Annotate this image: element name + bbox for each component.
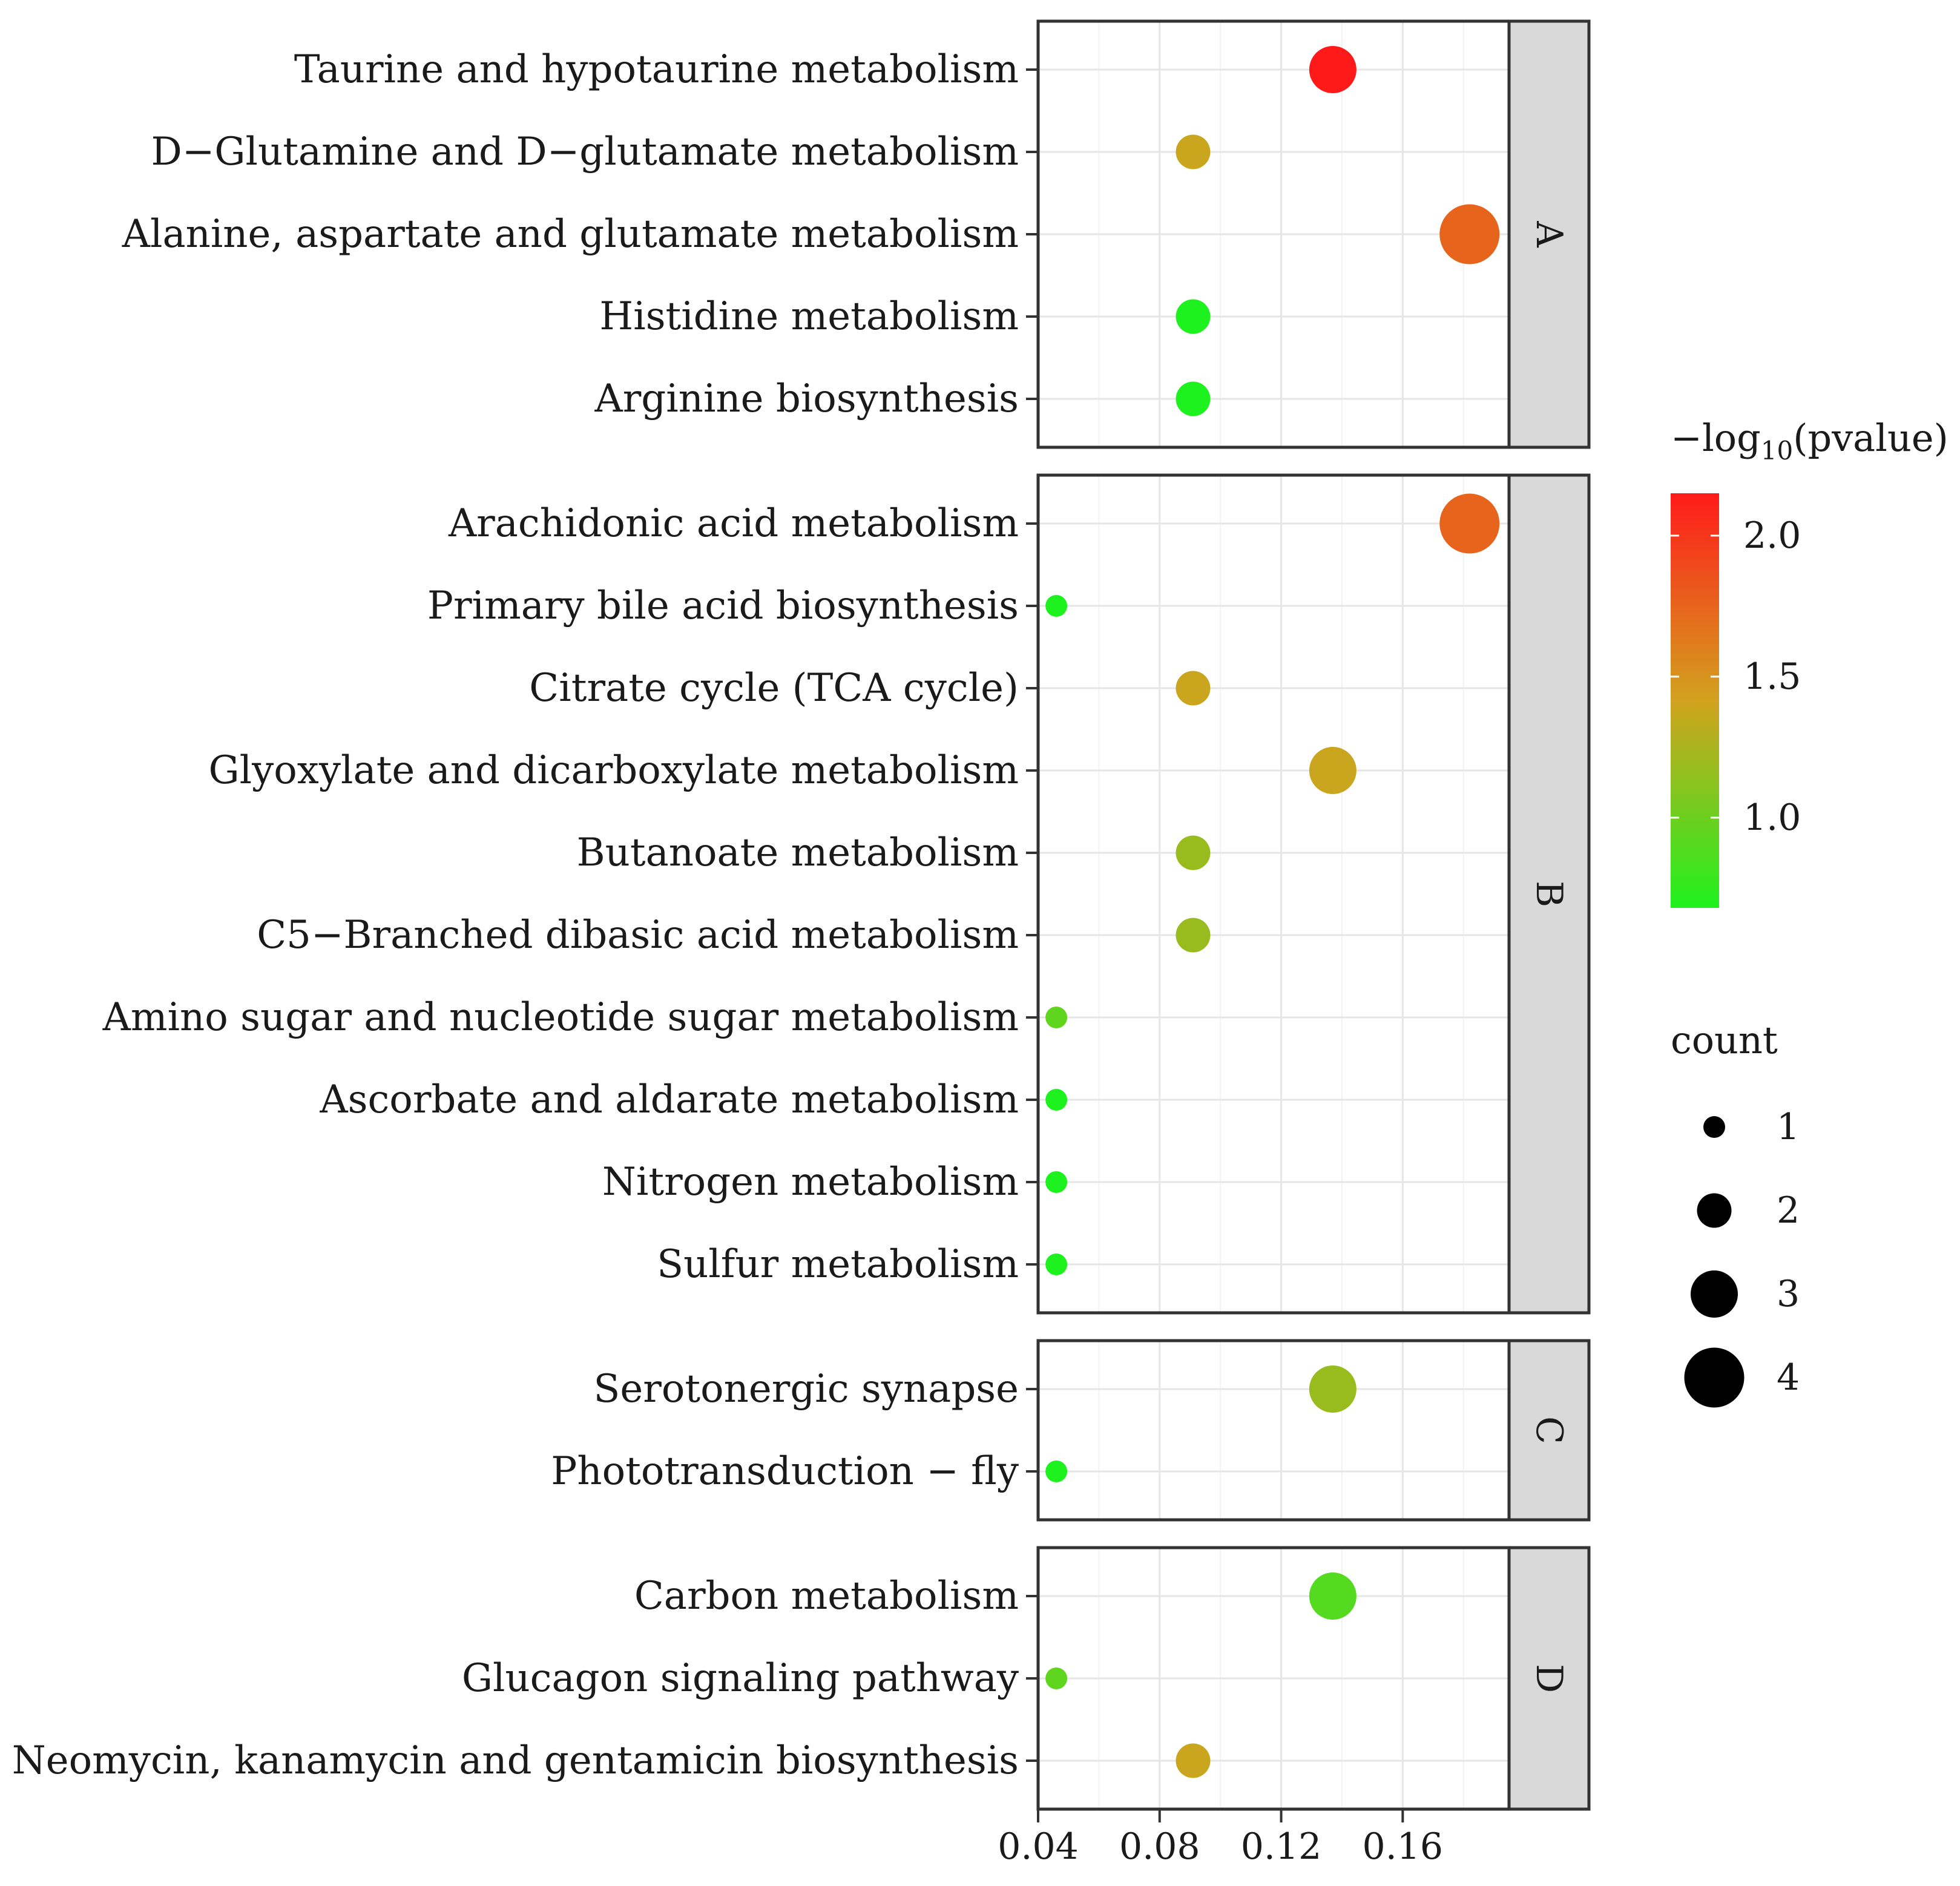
point-d-glutamine-and-d-glutamate-metabolism: [1176, 134, 1211, 169]
point-arginine-biosynthesis: [1176, 381, 1211, 416]
size-legend-label: 4: [1777, 1356, 1800, 1399]
facet-panel-d: Carbon metabolism Glucagon signaling path…: [12, 1546, 1591, 1811]
facet-panels: Taurine and hypotaurine metabolism D−Glut…: [12, 19, 1591, 1811]
facet-strip-label: B: [1528, 881, 1570, 907]
y-tick-label-primary-bile-acid-biosynthesis: Primary bile acid biosynthesis: [427, 583, 1019, 628]
y-tick-label-nitrogen-metabolism: Nitrogen metabolism: [602, 1160, 1019, 1204]
legends: −log10(pvalue) 2.0 1.5 1.0 count 1 2 3 4: [1671, 416, 1948, 1408]
x-tick-label: 0.16: [1363, 1825, 1444, 1868]
facet-strip-b: [1507, 473, 1591, 1315]
y-tick-label-alanine-aspartate-and-glutamate-metabolism: Alanine, aspartate and glutamate metabol…: [122, 212, 1019, 257]
point-butanoate-metabolism: [1176, 835, 1211, 870]
size-legend-label: 3: [1777, 1273, 1800, 1315]
y-tick-label-histidine-metabolism: Histidine metabolism: [599, 294, 1019, 339]
point-alanine-aspartate-and-glutamate-metabolism: [1439, 204, 1500, 264]
point-phototransduction-fly: [1045, 1460, 1068, 1482]
facet-panel-a: Taurine and hypotaurine metabolism D−Glut…: [122, 19, 1591, 449]
y-tick-label-phototransduction-fly: Phototransduction − fly: [551, 1449, 1019, 1494]
point-citrate-cycle-tca-cycle: [1176, 671, 1211, 706]
y-tick-label-amino-sugar-and-nucleotide-sugar-metabolism: Amino sugar and nucleotide sugar metabol…: [102, 995, 1019, 1040]
facet-strip-label: A: [1528, 220, 1570, 248]
size-legend-title: count: [1671, 1018, 1778, 1062]
y-tick-label-citrate-cycle-tca-cycle: Citrate cycle (TCA cycle): [529, 666, 1019, 711]
y-tick-label-arginine-biosynthesis: Arginine biosynthesis: [594, 376, 1019, 421]
facet-strip-d: [1507, 1546, 1591, 1811]
point-arachidonic-acid-metabolism: [1439, 493, 1500, 554]
facet-strip-label: D: [1528, 1664, 1570, 1693]
point-carbon-metabolism: [1309, 1572, 1357, 1620]
point-glyoxylate-and-dicarboxylate-metabolism: [1309, 747, 1357, 794]
point-histidine-metabolism: [1176, 299, 1211, 334]
point-glucagon-signaling-pathway: [1045, 1668, 1068, 1689]
point-serotonergic-synapse: [1309, 1365, 1357, 1413]
point-neomycin-kanamycin-and-gentamicin-biosynthesis: [1176, 1743, 1211, 1778]
y-tick-label-arachidonic-acid-metabolism: Arachidonic acid metabolism: [448, 501, 1019, 546]
color-legend-title: −log10(pvalue): [1671, 416, 1948, 465]
y-tick-label-carbon-metabolism: Carbon metabolism: [634, 1574, 1019, 1618]
facet-strip-a: [1507, 19, 1591, 449]
size-legend-dot-2: [1697, 1193, 1732, 1228]
size-legend-dot-3: [1691, 1270, 1738, 1318]
y-tick-label-neomycin-kanamycin-and-gentamicin-biosynthesis: Neomycin, kanamycin and gentamicin biosy…: [12, 1738, 1019, 1783]
x-tick-label: 0.08: [1119, 1825, 1200, 1868]
colorbar-tick-label: 1.0: [1743, 797, 1801, 839]
facet-panel-b: Arachidonic acid metabolism Primary bile …: [102, 473, 1591, 1315]
size-legend-dot-1: [1703, 1116, 1725, 1138]
facet-panel-c: Serotonergic synapse Phototransduction − …: [551, 1339, 1591, 1522]
y-tick-label-taurine-and-hypotaurine-metabolism: Taurine and hypotaurine metabolism: [294, 47, 1019, 92]
y-tick-label-serotonergic-synapse: Serotonergic synapse: [594, 1367, 1019, 1411]
y-tick-label-butanoate-metabolism: Butanoate metabolism: [577, 830, 1019, 875]
colorbar-tick-label: 2.0: [1743, 514, 1801, 557]
panel-background: [1038, 1341, 1509, 1520]
y-tick-label-sulfur-metabolism: Sulfur metabolism: [657, 1242, 1019, 1287]
y-tick-label-c5-branched-dibasic-acid-metabolism: C5−Branched dibasic acid metabolism: [257, 913, 1019, 958]
point-amino-sugar-and-nucleotide-sugar-metabolism: [1045, 1007, 1068, 1028]
x-tick-label: 0.04: [998, 1825, 1079, 1868]
facet-strip-label: C: [1528, 1416, 1570, 1444]
point-c5-branched-dibasic-acid-metabolism: [1176, 918, 1211, 953]
y-tick-label-glucagon-signaling-pathway: Glucagon signaling pathway: [462, 1656, 1019, 1701]
panel-background: [1038, 475, 1509, 1313]
y-tick-label-ascorbate-and-aldarate-metabolism: Ascorbate and aldarate metabolism: [319, 1077, 1019, 1122]
size-legend-label: 2: [1777, 1189, 1800, 1232]
point-ascorbate-and-aldarate-metabolism: [1045, 1089, 1068, 1111]
size-legend-label: 1: [1777, 1106, 1800, 1148]
facet-strip-c: [1507, 1339, 1591, 1522]
size-legend-dot-4: [1684, 1347, 1745, 1408]
x-axis: 0.04 0.08 0.12 0.16: [998, 1809, 1443, 1868]
point-primary-bile-acid-biosynthesis: [1045, 595, 1068, 617]
point-nitrogen-metabolism: [1045, 1171, 1068, 1193]
colorbar-tick-label: 1.5: [1743, 656, 1801, 698]
point-sulfur-metabolism: [1045, 1254, 1068, 1275]
x-tick-label: 0.12: [1241, 1825, 1322, 1868]
point-taurine-and-hypotaurine-metabolism: [1309, 46, 1357, 93]
colorbar: [1671, 493, 1719, 908]
y-tick-label-d-glutamine-and-d-glutamate-metabolism: D−Glutamine and D−glutamate metabolism: [151, 130, 1019, 174]
y-tick-label-glyoxylate-and-dicarboxylate-metabolism: Glyoxylate and dicarboxylate metabolism: [208, 748, 1019, 793]
